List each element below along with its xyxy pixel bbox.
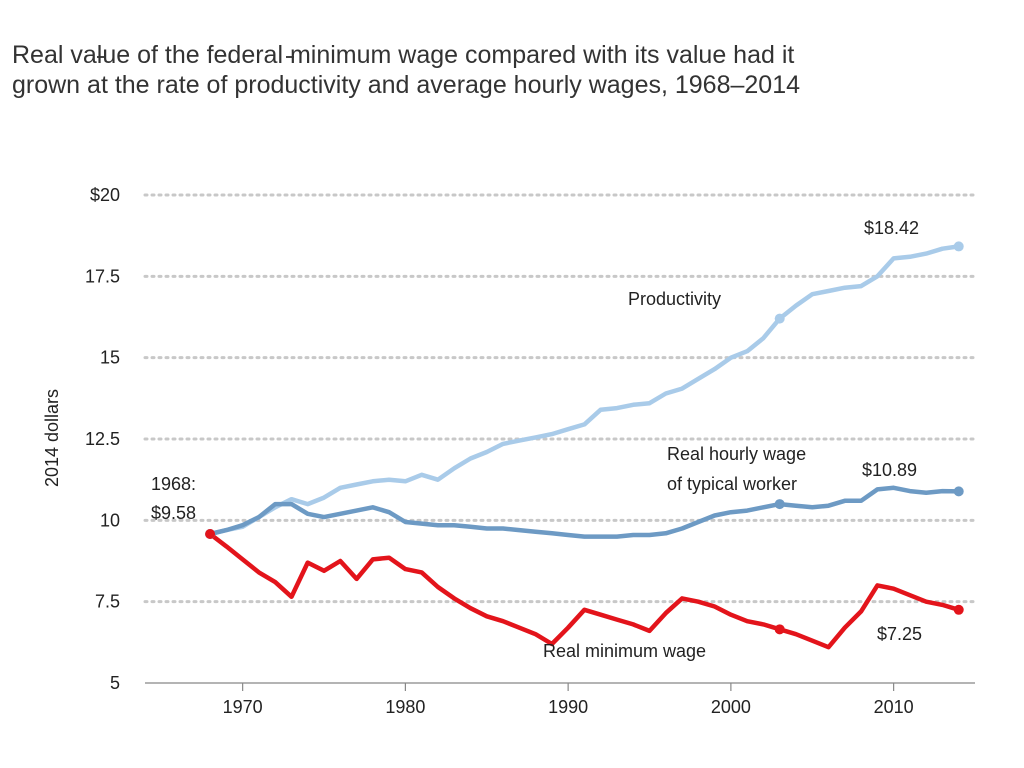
minimum-wage-end-value: $7.25 bbox=[877, 624, 922, 644]
x-tick-label: 1970 bbox=[223, 697, 263, 717]
start-label-year: 1968: bbox=[151, 474, 196, 494]
y-tick-label: 15 bbox=[100, 348, 120, 368]
y-tick-label: 10 bbox=[100, 510, 120, 530]
series-line-typical-wage bbox=[207, 485, 961, 539]
top-dash-mark bbox=[97, 56, 105, 58]
grid-layer bbox=[143, 193, 977, 604]
productivity-series-label: Productivity bbox=[628, 289, 721, 309]
point-marker-typical-wage bbox=[953, 486, 964, 497]
chart-title: Real value of the federal minimum wage c… bbox=[12, 40, 1012, 100]
marker-layer bbox=[205, 241, 964, 635]
typical-wage-series-label-line-2: of typical worker bbox=[667, 474, 797, 494]
series-line-minimum-wage bbox=[207, 531, 961, 650]
point-marker-minimum-wage bbox=[953, 604, 964, 615]
y-axis-label: 2014 dollars bbox=[42, 389, 62, 487]
typical-wage-end-value: $10.89 bbox=[862, 460, 917, 480]
y-tick-label: 5 bbox=[110, 673, 120, 693]
x-tick-label: 1990 bbox=[548, 697, 588, 717]
point-marker-minimum-wage bbox=[205, 528, 216, 539]
typical-wage-series-label-line-1: Real hourly wage bbox=[667, 444, 806, 464]
y-axis-ticks: $20 17.5 15 12.5 10 7.5 5 bbox=[85, 185, 120, 693]
x-tick-label: 2000 bbox=[711, 697, 751, 717]
y-tick-label: 17.5 bbox=[85, 266, 120, 286]
chart-title-line-2: grown at the rate of productivity and av… bbox=[12, 71, 801, 99]
point-marker-minimum-wage bbox=[774, 624, 785, 635]
y-tick-label: $20 bbox=[90, 185, 120, 205]
start-label-value: $9.58 bbox=[151, 503, 196, 523]
point-marker-productivity bbox=[953, 241, 964, 252]
x-tick-label: 1980 bbox=[385, 697, 425, 717]
top-dash-mark bbox=[286, 56, 294, 58]
x-tick-label: 2010 bbox=[874, 697, 914, 717]
chart-title-line-1: Real value of the federal minimum wage c… bbox=[12, 41, 795, 69]
point-marker-productivity bbox=[774, 313, 785, 324]
x-axis-ticks: 1970 1980 1990 2000 2010 bbox=[223, 683, 914, 717]
minimum-wage-series-label: Real minimum wage bbox=[543, 641, 706, 661]
point-marker-typical-wage bbox=[774, 499, 785, 510]
y-tick-label: 7.5 bbox=[95, 592, 120, 612]
series-layer bbox=[207, 244, 961, 650]
y-tick-label: 12.5 bbox=[85, 429, 120, 449]
series-line-productivity bbox=[207, 244, 961, 537]
productivity-end-value: $18.42 bbox=[864, 218, 919, 238]
